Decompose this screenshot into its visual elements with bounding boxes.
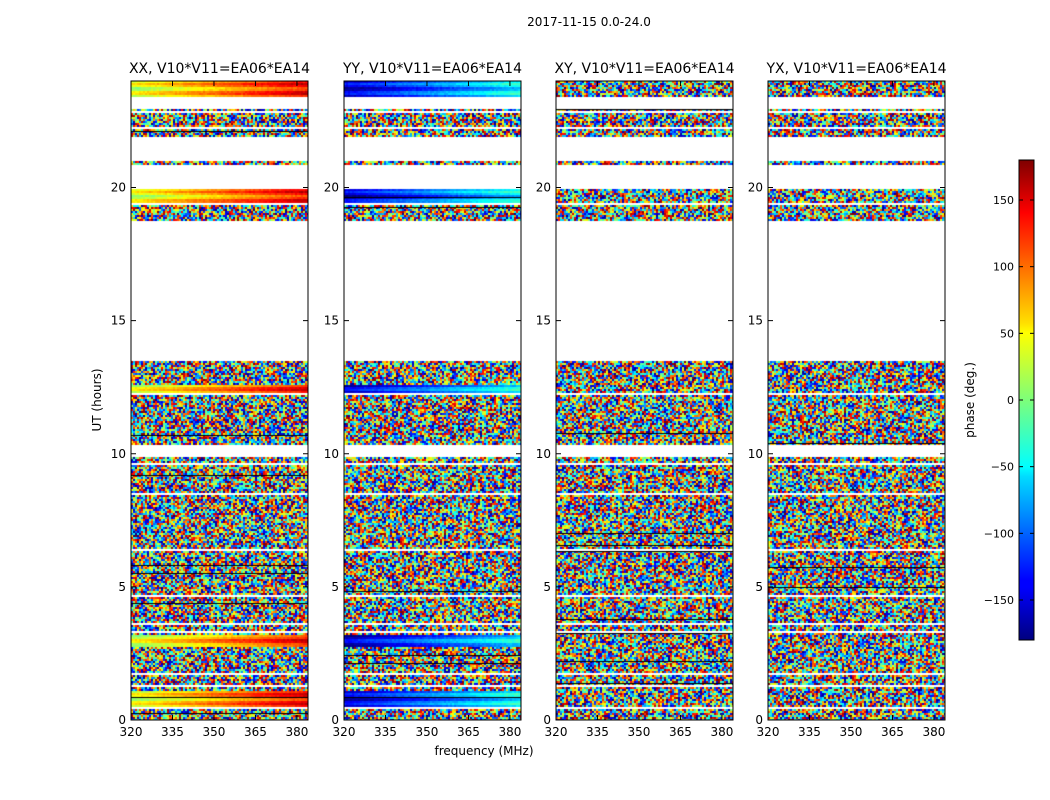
- y-tick-label: 0: [118, 713, 126, 727]
- y-tick-label: 0: [755, 713, 763, 727]
- colorbar-tick-label: 0: [1007, 394, 1014, 407]
- y-tick-label: 20: [111, 181, 126, 195]
- x-tick-label: 380: [285, 725, 308, 739]
- colorbar-label: phase (deg.): [963, 362, 977, 438]
- panel-frame: [343, 80, 522, 721]
- y-tick-label: 20: [748, 181, 763, 195]
- suptitle: 2017-11-15 0.0-24.0: [527, 15, 651, 29]
- x-tick-label: 320: [545, 725, 568, 739]
- y-tick-label: 5: [755, 580, 763, 594]
- x-tick-label: 335: [161, 725, 184, 739]
- x-tick-label: 335: [586, 725, 609, 739]
- x-tick-label: 350: [840, 725, 863, 739]
- panel-title: YX, V10*V11=EA06*EA14: [765, 61, 946, 77]
- x-tick-label: 380: [498, 725, 521, 739]
- x-tick-label: 350: [203, 725, 226, 739]
- colorbar-tick-label: −50: [991, 461, 1014, 474]
- panel-yy: YY, V10*V11=EA06*EA14 320 335 350 365 380 0 5 10…: [324, 61, 522, 739]
- panel-frame: [130, 80, 309, 721]
- x-tick-label: 380: [710, 725, 733, 739]
- heatmap-canvas: [768, 81, 945, 720]
- colorbar-ticks: 150 100 50 0 −50 −100 −150: [984, 194, 1034, 607]
- y-axis-label: UT (hours): [90, 368, 104, 431]
- x-tick-label: 365: [244, 725, 267, 739]
- panel-title: XY, V10*V11=EA06*EA14: [554, 61, 734, 77]
- panel-title: YY, V10*V11=EA06*EA14: [342, 61, 522, 77]
- panels: XX, V10*V11=EA06*EA14 320 335 350 365 380 0 5 10…: [111, 61, 947, 739]
- panel-title: XX, V10*V11=EA06*EA14: [129, 61, 310, 77]
- heatmap-xx: [131, 81, 308, 720]
- x-tick-label: 350: [628, 725, 651, 739]
- x-tick-label: 335: [374, 725, 397, 739]
- y-tick-label: 10: [324, 447, 339, 461]
- panel-frame: [767, 80, 946, 721]
- x-tick-label: 320: [333, 725, 356, 739]
- heatmap-yx: [768, 81, 945, 720]
- colorbar: 150 100 50 0 −50 −100 −150 phase (deg.): [963, 159, 1035, 641]
- y-tick-label: 15: [324, 314, 339, 328]
- x-tick-label: 365: [881, 725, 904, 739]
- y-tick-label: 0: [543, 713, 551, 727]
- y-tick-label: 5: [118, 580, 126, 594]
- x-tick-label: 320: [120, 725, 143, 739]
- y-tick-label: 10: [748, 447, 763, 461]
- x-tick-label: 335: [798, 725, 821, 739]
- x-tick-label: 365: [669, 725, 692, 739]
- panel-xy: XY, V10*V11=EA06*EA14 320 335 350 365 380 0 5 10…: [536, 61, 735, 739]
- heatmap-canvas: [344, 81, 521, 720]
- heatmap-yy: [344, 81, 521, 720]
- heatmap-canvas: [556, 81, 733, 720]
- x-axis-label: frequency (MHz): [434, 744, 533, 758]
- heatmap-canvas: [131, 81, 308, 720]
- y-tick-label: 10: [536, 447, 551, 461]
- y-tick-label: 10: [111, 447, 126, 461]
- y-tick-label: 15: [111, 314, 126, 328]
- colorbar-tick-label: 50: [1000, 327, 1014, 340]
- y-tick-label: 20: [536, 181, 551, 195]
- heatmap-xy: [556, 81, 733, 720]
- colorbar-tick-label: 100: [993, 261, 1014, 274]
- colorbar-tick-label: −100: [984, 527, 1014, 540]
- y-tick-label: 0: [331, 713, 339, 727]
- panel-frame: [555, 80, 734, 721]
- y-tick-label: 20: [324, 181, 339, 195]
- panel-xx: XX, V10*V11=EA06*EA14 320 335 350 365 380 0 5 10…: [111, 61, 310, 739]
- y-tick-label: 15: [536, 314, 551, 328]
- x-tick-label: 350: [416, 725, 439, 739]
- colorbar-tick-label: 150: [993, 194, 1014, 207]
- y-tick-label: 5: [543, 580, 551, 594]
- y-tick-label: 5: [331, 580, 339, 594]
- colorbar-tick-label: −150: [984, 594, 1014, 607]
- y-tick-label: 15: [748, 314, 763, 328]
- x-tick-label: 320: [757, 725, 780, 739]
- x-tick-label: 380: [922, 725, 945, 739]
- x-tick-label: 365: [457, 725, 480, 739]
- panel-yx: YX, V10*V11=EA06*EA14 320 335 350 365 380 0 5 10…: [748, 61, 947, 739]
